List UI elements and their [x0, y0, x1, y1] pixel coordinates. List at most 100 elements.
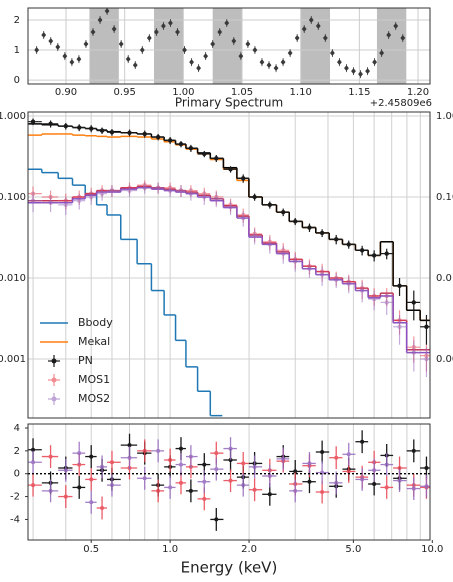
residual-point — [185, 445, 198, 468]
marker — [322, 35, 328, 42]
data-point — [197, 190, 211, 205]
legend-marker — [48, 393, 60, 405]
data-point — [85, 190, 97, 205]
residual-point — [289, 479, 303, 503]
marker — [346, 452, 351, 457]
residual-point — [137, 466, 152, 490]
data-point — [58, 196, 73, 215]
marker — [307, 479, 312, 484]
marker — [168, 458, 173, 462]
x-tick-label: 1.10 — [290, 87, 312, 98]
marker — [307, 225, 312, 230]
marker — [365, 68, 370, 75]
offset-text: +2.45809e6 — [370, 98, 432, 109]
y-tick-label: 2 — [14, 446, 20, 457]
marker — [241, 215, 246, 221]
residual-point — [329, 446, 343, 470]
marker — [245, 41, 251, 48]
marker — [301, 26, 307, 33]
data-point — [262, 201, 277, 209]
residual-point — [85, 490, 97, 514]
marker — [267, 202, 273, 208]
marker — [203, 53, 209, 60]
residual-point — [210, 457, 224, 481]
residual-point — [223, 469, 237, 492]
data-point — [41, 120, 59, 128]
residual-point — [248, 455, 263, 479]
marker — [178, 446, 183, 451]
marker — [241, 461, 246, 466]
data-point — [289, 253, 303, 272]
legend-marker — [48, 355, 60, 367]
shaded-band — [300, 8, 331, 84]
marker — [346, 469, 351, 474]
marker — [30, 119, 36, 124]
residual-point — [164, 448, 176, 472]
marker — [109, 130, 115, 135]
marker — [89, 454, 94, 459]
x-tick-label: 0.5 — [83, 544, 99, 555]
residual-point — [315, 440, 330, 464]
y2-tick-label: 1.000 — [436, 111, 453, 122]
marker — [320, 490, 325, 494]
marker — [252, 194, 257, 200]
residual-point — [236, 473, 249, 497]
marker — [202, 479, 207, 484]
marker — [384, 300, 389, 305]
data-point — [315, 229, 330, 238]
data-point — [223, 200, 237, 215]
marker — [178, 188, 184, 193]
marker — [294, 35, 300, 42]
marker — [142, 131, 147, 137]
marker — [99, 191, 105, 196]
marker — [411, 486, 416, 491]
marker — [384, 462, 389, 467]
marker — [202, 462, 207, 467]
y-tick-label: 0 — [14, 469, 20, 480]
marker — [307, 266, 312, 271]
data-point — [41, 195, 59, 213]
marker — [411, 300, 416, 305]
marker — [161, 23, 166, 30]
marker — [31, 483, 36, 488]
data-point — [393, 278, 407, 296]
marker — [89, 194, 94, 200]
residual-point — [380, 453, 394, 476]
marker — [118, 41, 124, 48]
data-point — [58, 122, 73, 130]
residual-point — [137, 439, 152, 463]
residual-point — [41, 479, 59, 503]
marker — [252, 487, 257, 492]
marker — [178, 462, 183, 467]
shaded-band — [376, 8, 407, 84]
marker — [89, 477, 94, 482]
marker — [228, 204, 233, 210]
data-point — [223, 166, 237, 173]
data-point — [302, 261, 316, 279]
y-tick-label: 4 — [14, 423, 20, 434]
marker — [411, 448, 416, 453]
x-tick-label: 1.05 — [231, 87, 253, 98]
residual-point — [185, 479, 198, 503]
marker — [293, 219, 298, 224]
y-tick-label: 0.010 — [0, 273, 26, 284]
residual-point — [406, 439, 421, 463]
residual-point — [223, 437, 237, 460]
data-point — [248, 193, 263, 201]
data-point — [276, 208, 290, 217]
residual-point — [236, 452, 249, 475]
marker — [360, 439, 365, 444]
marker — [77, 125, 82, 130]
residual-point — [72, 441, 86, 465]
data-point — [151, 133, 165, 141]
data-point — [248, 229, 263, 245]
y2-tick-label: 0.010 — [436, 273, 453, 284]
marker — [241, 483, 246, 488]
marker — [214, 451, 219, 456]
marker — [202, 151, 207, 157]
marker — [424, 324, 429, 329]
marker — [359, 248, 365, 253]
x-tick-label: 1.0 — [162, 544, 178, 555]
marker — [167, 188, 173, 193]
marker — [127, 455, 132, 460]
